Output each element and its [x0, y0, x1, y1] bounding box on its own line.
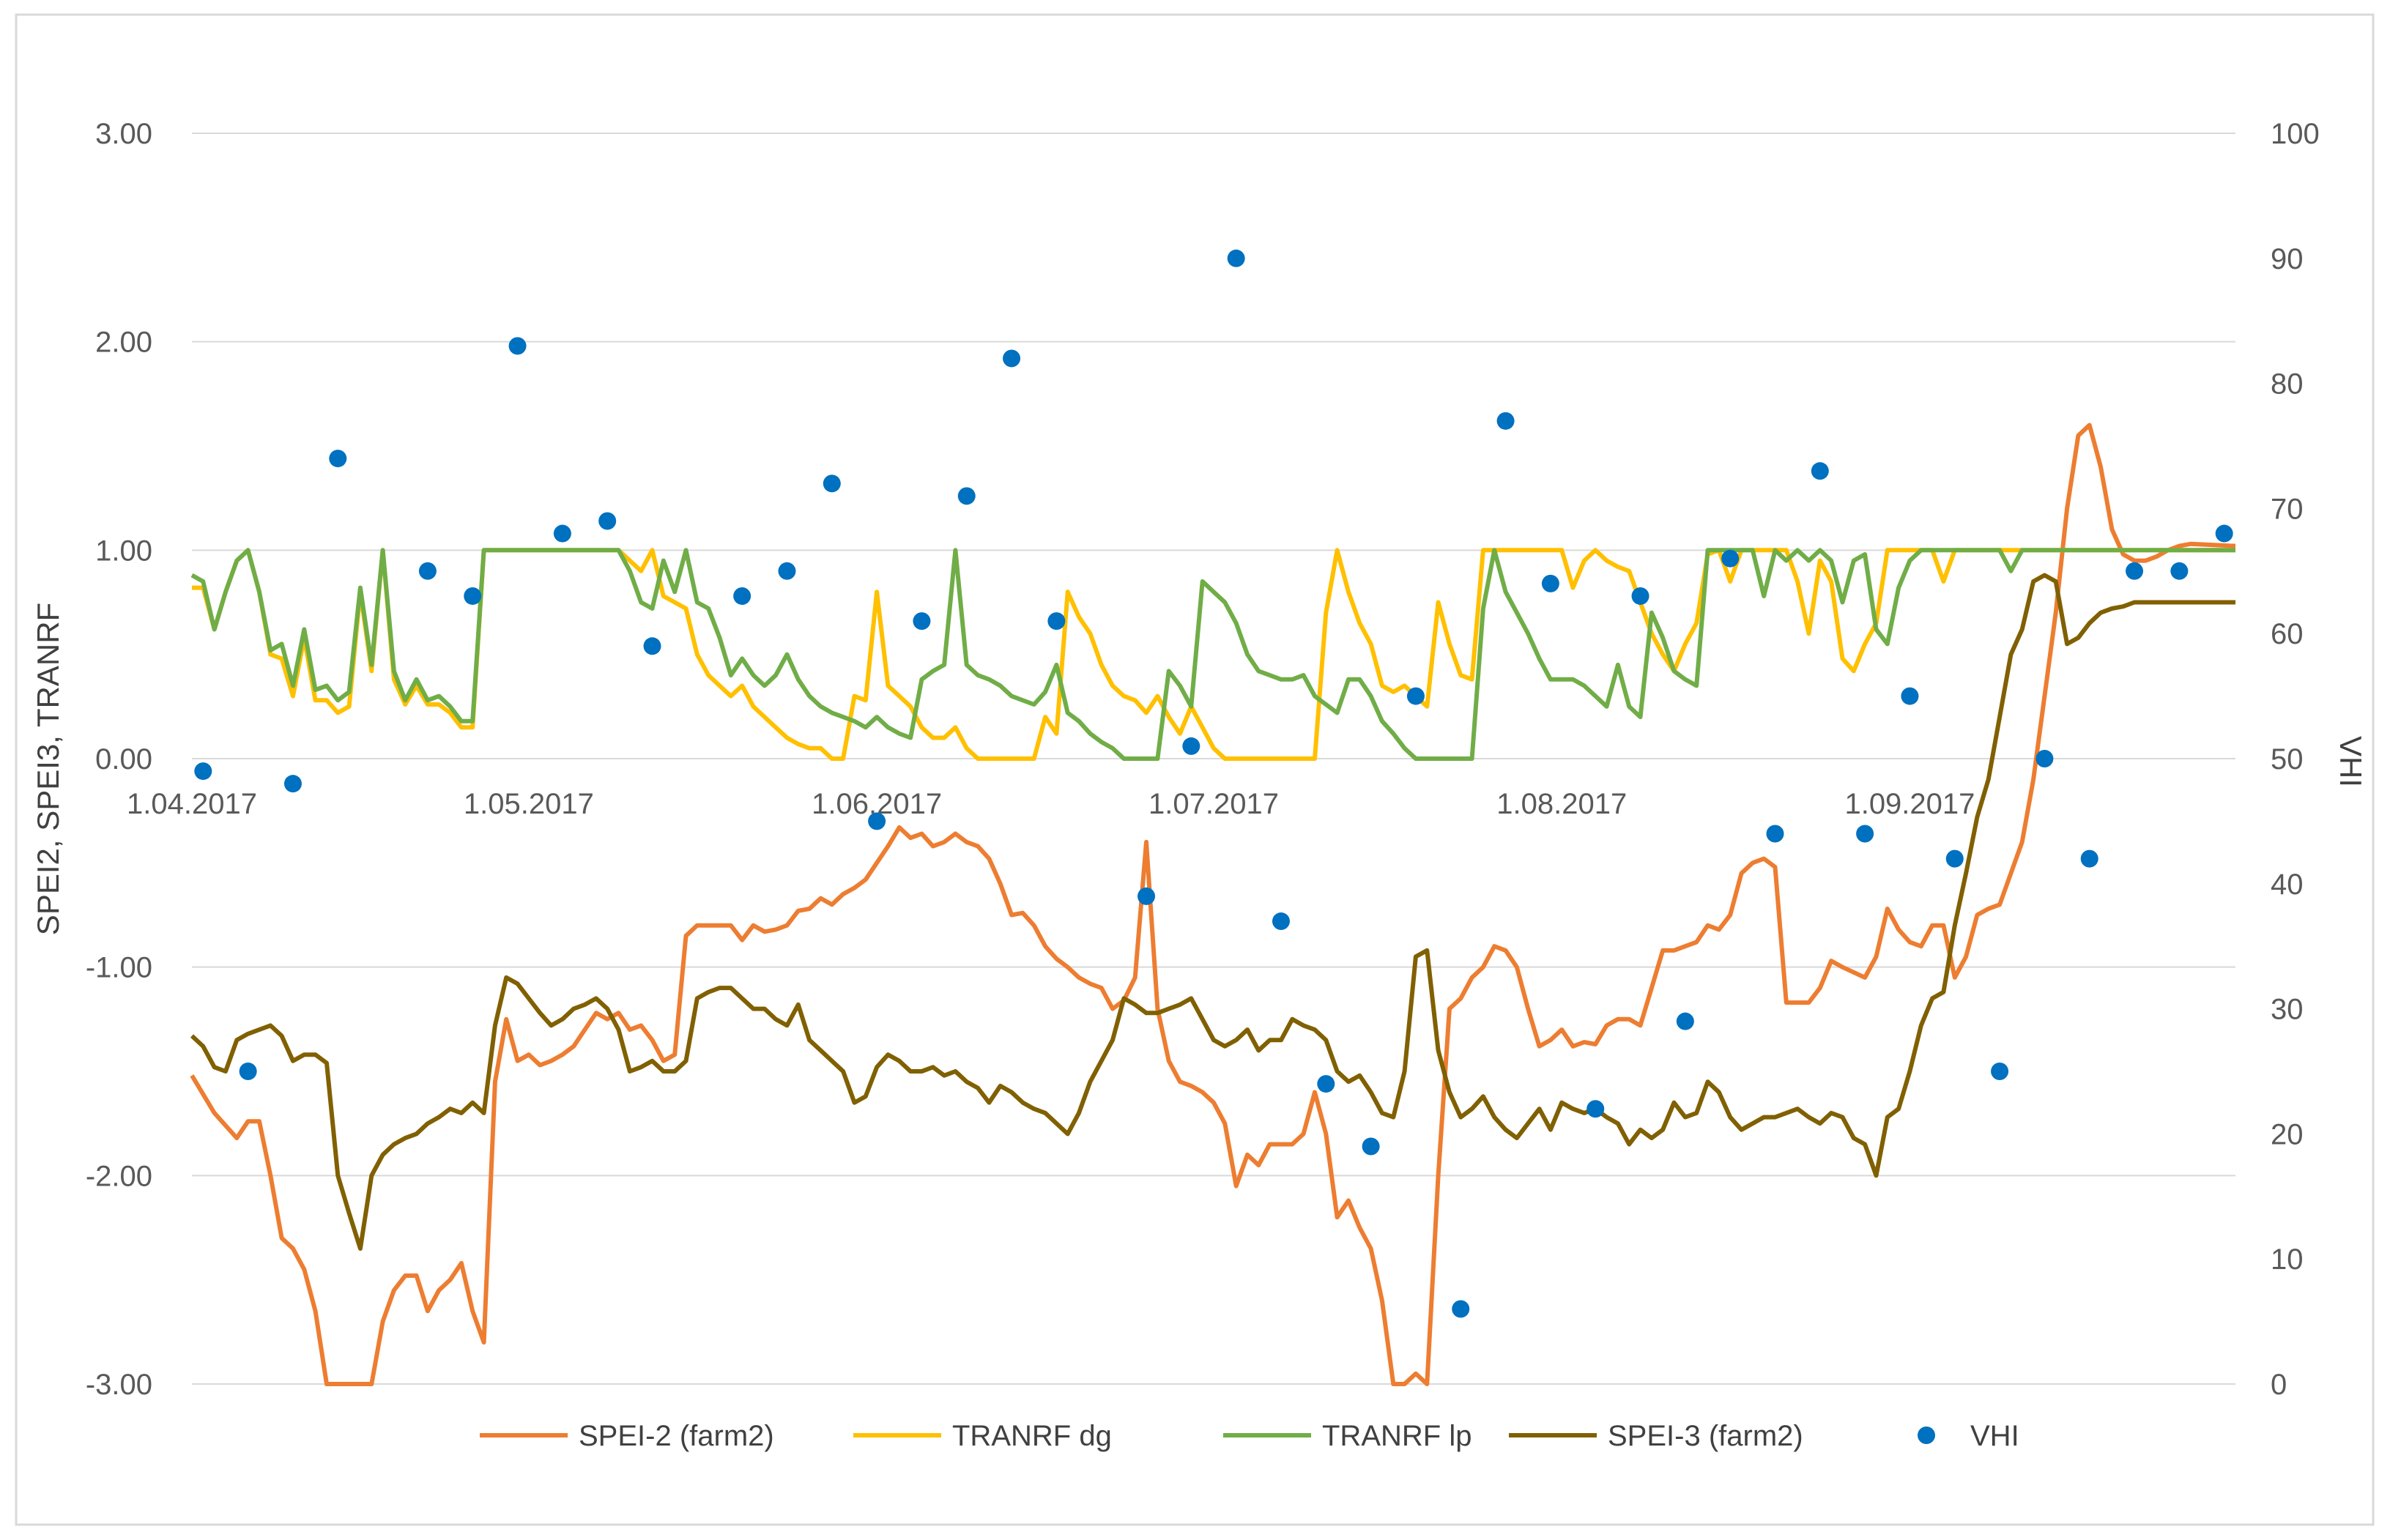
vhi-point — [418, 562, 437, 580]
x-tick-label: 1.05.2017 — [464, 788, 594, 820]
vhi-point — [1586, 1100, 1605, 1118]
vhi-point — [1317, 1075, 1335, 1093]
x-tick-label: 1.09.2017 — [1844, 788, 1975, 820]
vhi-point — [2126, 562, 2144, 580]
vhi-point — [2215, 524, 2233, 543]
right-axis-title: VHI — [2334, 736, 2368, 787]
y-tick-label: 2.00 — [95, 327, 152, 359]
series-line — [190, 573, 2235, 1251]
vhi-point — [464, 587, 482, 605]
vhi-point — [1901, 687, 1919, 705]
legend-label: SPEI-3 (farm2) — [1608, 1420, 1803, 1452]
vhi-point — [1721, 549, 1740, 568]
vhi-point — [1138, 887, 1156, 905]
y-tick-label: -2.00 — [86, 1160, 152, 1192]
vhi-point — [957, 487, 976, 505]
y2-tick-label: 80 — [2271, 368, 2304, 401]
vhi-point — [553, 524, 571, 543]
y-tick-label: 1.00 — [95, 535, 152, 567]
y2-tick-label: 40 — [2271, 868, 2304, 901]
series-line — [190, 423, 2236, 1386]
vhi-point — [2170, 562, 2189, 580]
vhi-point — [733, 587, 751, 605]
x-axis-labels: 1.04.2017 1.05.2017 1.06.2017 1.07.2017 1.08… — [127, 788, 1975, 820]
vhi-point — [1496, 412, 1515, 430]
vhi-point — [778, 562, 796, 580]
y2-tick-label: 70 — [2271, 493, 2304, 525]
vhi-point — [868, 812, 886, 830]
vhi-point — [1182, 737, 1200, 755]
vhi-point — [329, 450, 347, 468]
vhi-point — [1541, 574, 1559, 592]
y2-tick-label: 10 — [2271, 1243, 2304, 1276]
legend: SPEI-2 (farm2) TRANRF dg TRANRF lp SPEI-3 (… — [480, 1420, 2019, 1452]
left-axis-title: SPEI2, SPEI3, TRANRF — [31, 603, 65, 935]
vhi-point — [1047, 612, 1066, 630]
series-line — [190, 548, 2235, 761]
vhi-point — [823, 475, 841, 493]
vhi-point — [913, 612, 931, 630]
series-lines — [190, 423, 2236, 1386]
vhi-point — [1362, 1137, 1380, 1156]
y-tick-label: 3.00 — [95, 118, 152, 150]
vhi-point — [1406, 687, 1425, 705]
vhi-point — [1272, 912, 1290, 931]
legend-label: TRANRF dg — [952, 1420, 1112, 1452]
vhi-point — [239, 1063, 257, 1080]
vhi-points — [194, 249, 2233, 1318]
vhi-point — [1227, 249, 1245, 267]
y2-tick-label: 90 — [2271, 243, 2304, 275]
y-tick-label: 0.00 — [95, 743, 152, 775]
vhi-point — [1811, 462, 1829, 480]
x-tick-label: 1.07.2017 — [1148, 788, 1279, 820]
y-tick-label: -1.00 — [86, 952, 152, 984]
vhi-point — [1631, 587, 1649, 605]
y2-tick-label: 30 — [2271, 994, 2304, 1026]
x-tick-label: 1.08.2017 — [1496, 788, 1627, 820]
y2-tick-label: 20 — [2271, 1118, 2304, 1150]
vhi-point — [1991, 1063, 2009, 1080]
legend-swatch — [1918, 1426, 1935, 1444]
vhi-point — [1676, 1012, 1694, 1030]
chart-border — [15, 13, 2375, 1526]
legend-label: SPEI-2 (farm2) — [579, 1420, 774, 1452]
vhi-point — [1452, 1300, 1470, 1318]
vhi-point — [1856, 825, 1874, 843]
legend-label: VHI — [1970, 1420, 2019, 1452]
y2-tick-label: 0 — [2271, 1369, 2287, 1401]
y2-tick-label: 50 — [2271, 743, 2304, 775]
legend-label: TRANRF lp — [1322, 1420, 1472, 1452]
y2-tick-label: 60 — [2271, 618, 2304, 650]
vhi-point — [1945, 849, 1964, 868]
vhi-point — [643, 637, 661, 655]
vhi-point — [194, 762, 212, 781]
left-axis-ticks: 3.00 2.00 1.00 0.00 -1.00 -2.00 -3.00 — [86, 118, 152, 1401]
vhi-point — [283, 775, 302, 793]
series-line — [192, 548, 2235, 761]
vhi-point — [508, 337, 527, 355]
y2-tick-label: 100 — [2271, 118, 2320, 150]
x-tick-label: 1.04.2017 — [127, 788, 257, 820]
y-tick-label: -3.00 — [86, 1369, 152, 1401]
vhi-point — [2035, 750, 2054, 767]
vhi-point — [2080, 849, 2098, 868]
vhi-point — [598, 512, 617, 530]
vhi-point — [1766, 825, 1784, 843]
vhi-point — [1003, 349, 1021, 368]
